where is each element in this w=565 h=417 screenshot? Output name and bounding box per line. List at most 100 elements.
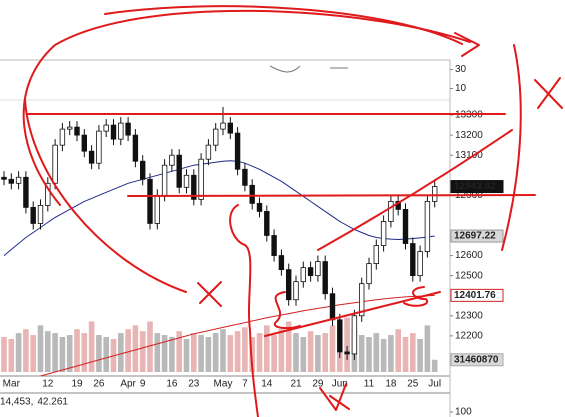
candle-body — [300, 267, 306, 283]
value-box-label: 31460870 — [454, 354, 499, 365]
candle-body — [103, 124, 109, 132]
candle-body — [344, 351, 350, 355]
candle-body — [139, 160, 146, 180]
annotation-stroke — [229, 204, 259, 417]
volume-bar — [329, 325, 336, 372]
volume-bar — [169, 337, 175, 372]
volume-bar — [15, 333, 22, 372]
candle-body — [264, 211, 270, 236]
volume-bar — [271, 335, 277, 372]
x-tick-label: Mar — [3, 379, 21, 390]
candle-body — [285, 269, 292, 301]
volume-bar — [242, 327, 248, 372]
candle-body — [169, 154, 175, 166]
x-tick-label: 16 — [166, 379, 178, 390]
annotation-bracket — [501, 44, 522, 251]
value-box-label: 12697.22 — [454, 231, 496, 242]
candle-body — [147, 178, 153, 224]
price-layer — [1, 107, 438, 376]
annotation-line — [264, 291, 441, 337]
candle-body — [15, 176, 22, 184]
annotation-line — [317, 129, 513, 251]
candle-body — [271, 235, 277, 256]
candle-body — [183, 174, 190, 188]
candle-body — [388, 200, 394, 222]
x-tick-label: 18 — [385, 379, 397, 390]
volume-bar — [395, 329, 401, 372]
value-box — [450, 229, 504, 243]
volume-bar — [96, 335, 102, 372]
candle-body — [81, 134, 87, 152]
volume-bar — [74, 329, 80, 372]
volume-bar — [147, 321, 153, 372]
indicator-line — [269, 65, 348, 73]
annotation-x — [534, 77, 563, 109]
x-tick-label: 23 — [188, 379, 200, 390]
volume-bar — [103, 337, 109, 372]
volume-bar — [154, 333, 161, 372]
volume-bar — [132, 325, 139, 372]
candle-body — [329, 293, 336, 321]
volume-bar — [176, 331, 182, 372]
annotation-v — [319, 383, 350, 411]
volume-bar — [52, 333, 58, 372]
volume-bar — [234, 331, 241, 372]
candle-body — [1, 176, 7, 180]
volume-bar — [278, 329, 285, 372]
volume-bar — [66, 335, 73, 372]
axis-layer: 1330013200131001290012600125001230012200… — [0, 64, 504, 417]
candle-body — [8, 178, 14, 184]
candle-body — [256, 202, 263, 212]
volume-bar — [402, 337, 409, 372]
volume-bar — [307, 331, 314, 372]
candle-body — [205, 144, 212, 160]
candle-body — [424, 200, 431, 252]
volume-bar — [264, 325, 270, 372]
y-tick-label: 12600 — [455, 250, 483, 261]
candle-body — [67, 126, 73, 130]
candle-body — [227, 122, 233, 134]
y-tick-label: 13300 — [455, 110, 483, 121]
x-tick-label: 26 — [93, 379, 105, 390]
candle-body — [315, 261, 321, 277]
value-box — [450, 288, 504, 302]
annotation-x — [197, 281, 222, 307]
y-tick-label: 13100 — [455, 150, 483, 161]
indicator-tick-label: 10 — [455, 83, 467, 94]
candle-body — [45, 182, 51, 206]
candle-body — [417, 251, 423, 277]
volume-bar — [212, 333, 219, 372]
volume-bar — [191, 333, 197, 372]
x-tick-label: 19 — [71, 379, 83, 390]
candle-body — [380, 221, 387, 246]
candle-body — [191, 174, 197, 200]
volume-bar — [300, 337, 307, 372]
volume-bar — [344, 317, 350, 372]
x-tick-label: 7 — [242, 379, 248, 390]
candle-body — [351, 315, 358, 355]
x-tick-label: Jun — [332, 379, 348, 390]
volume-bar — [59, 337, 66, 372]
candle-body — [161, 164, 168, 196]
x-tick-label: 29 — [312, 379, 324, 390]
value-box — [450, 353, 504, 367]
annotation-arrow — [454, 32, 480, 57]
candle-body — [52, 144, 58, 184]
x-tick-label: 21 — [290, 379, 302, 390]
candle-body — [293, 281, 299, 301]
volume-bar — [205, 337, 212, 372]
candle-body — [410, 243, 416, 277]
volume-bar — [88, 321, 95, 372]
candle-body — [242, 168, 248, 186]
volume-bar — [30, 335, 36, 372]
annotation-stroke — [22, 9, 471, 206]
candle-body — [234, 132, 241, 170]
volume-bar — [220, 329, 226, 372]
volume-bar — [431, 359, 438, 372]
candle-body — [431, 186, 438, 202]
footer-value: 14,453, — [0, 397, 33, 408]
x-tick-label: May — [214, 379, 233, 390]
volume-bar — [45, 331, 51, 372]
candle-body — [118, 122, 124, 140]
candle-body — [154, 194, 160, 224]
